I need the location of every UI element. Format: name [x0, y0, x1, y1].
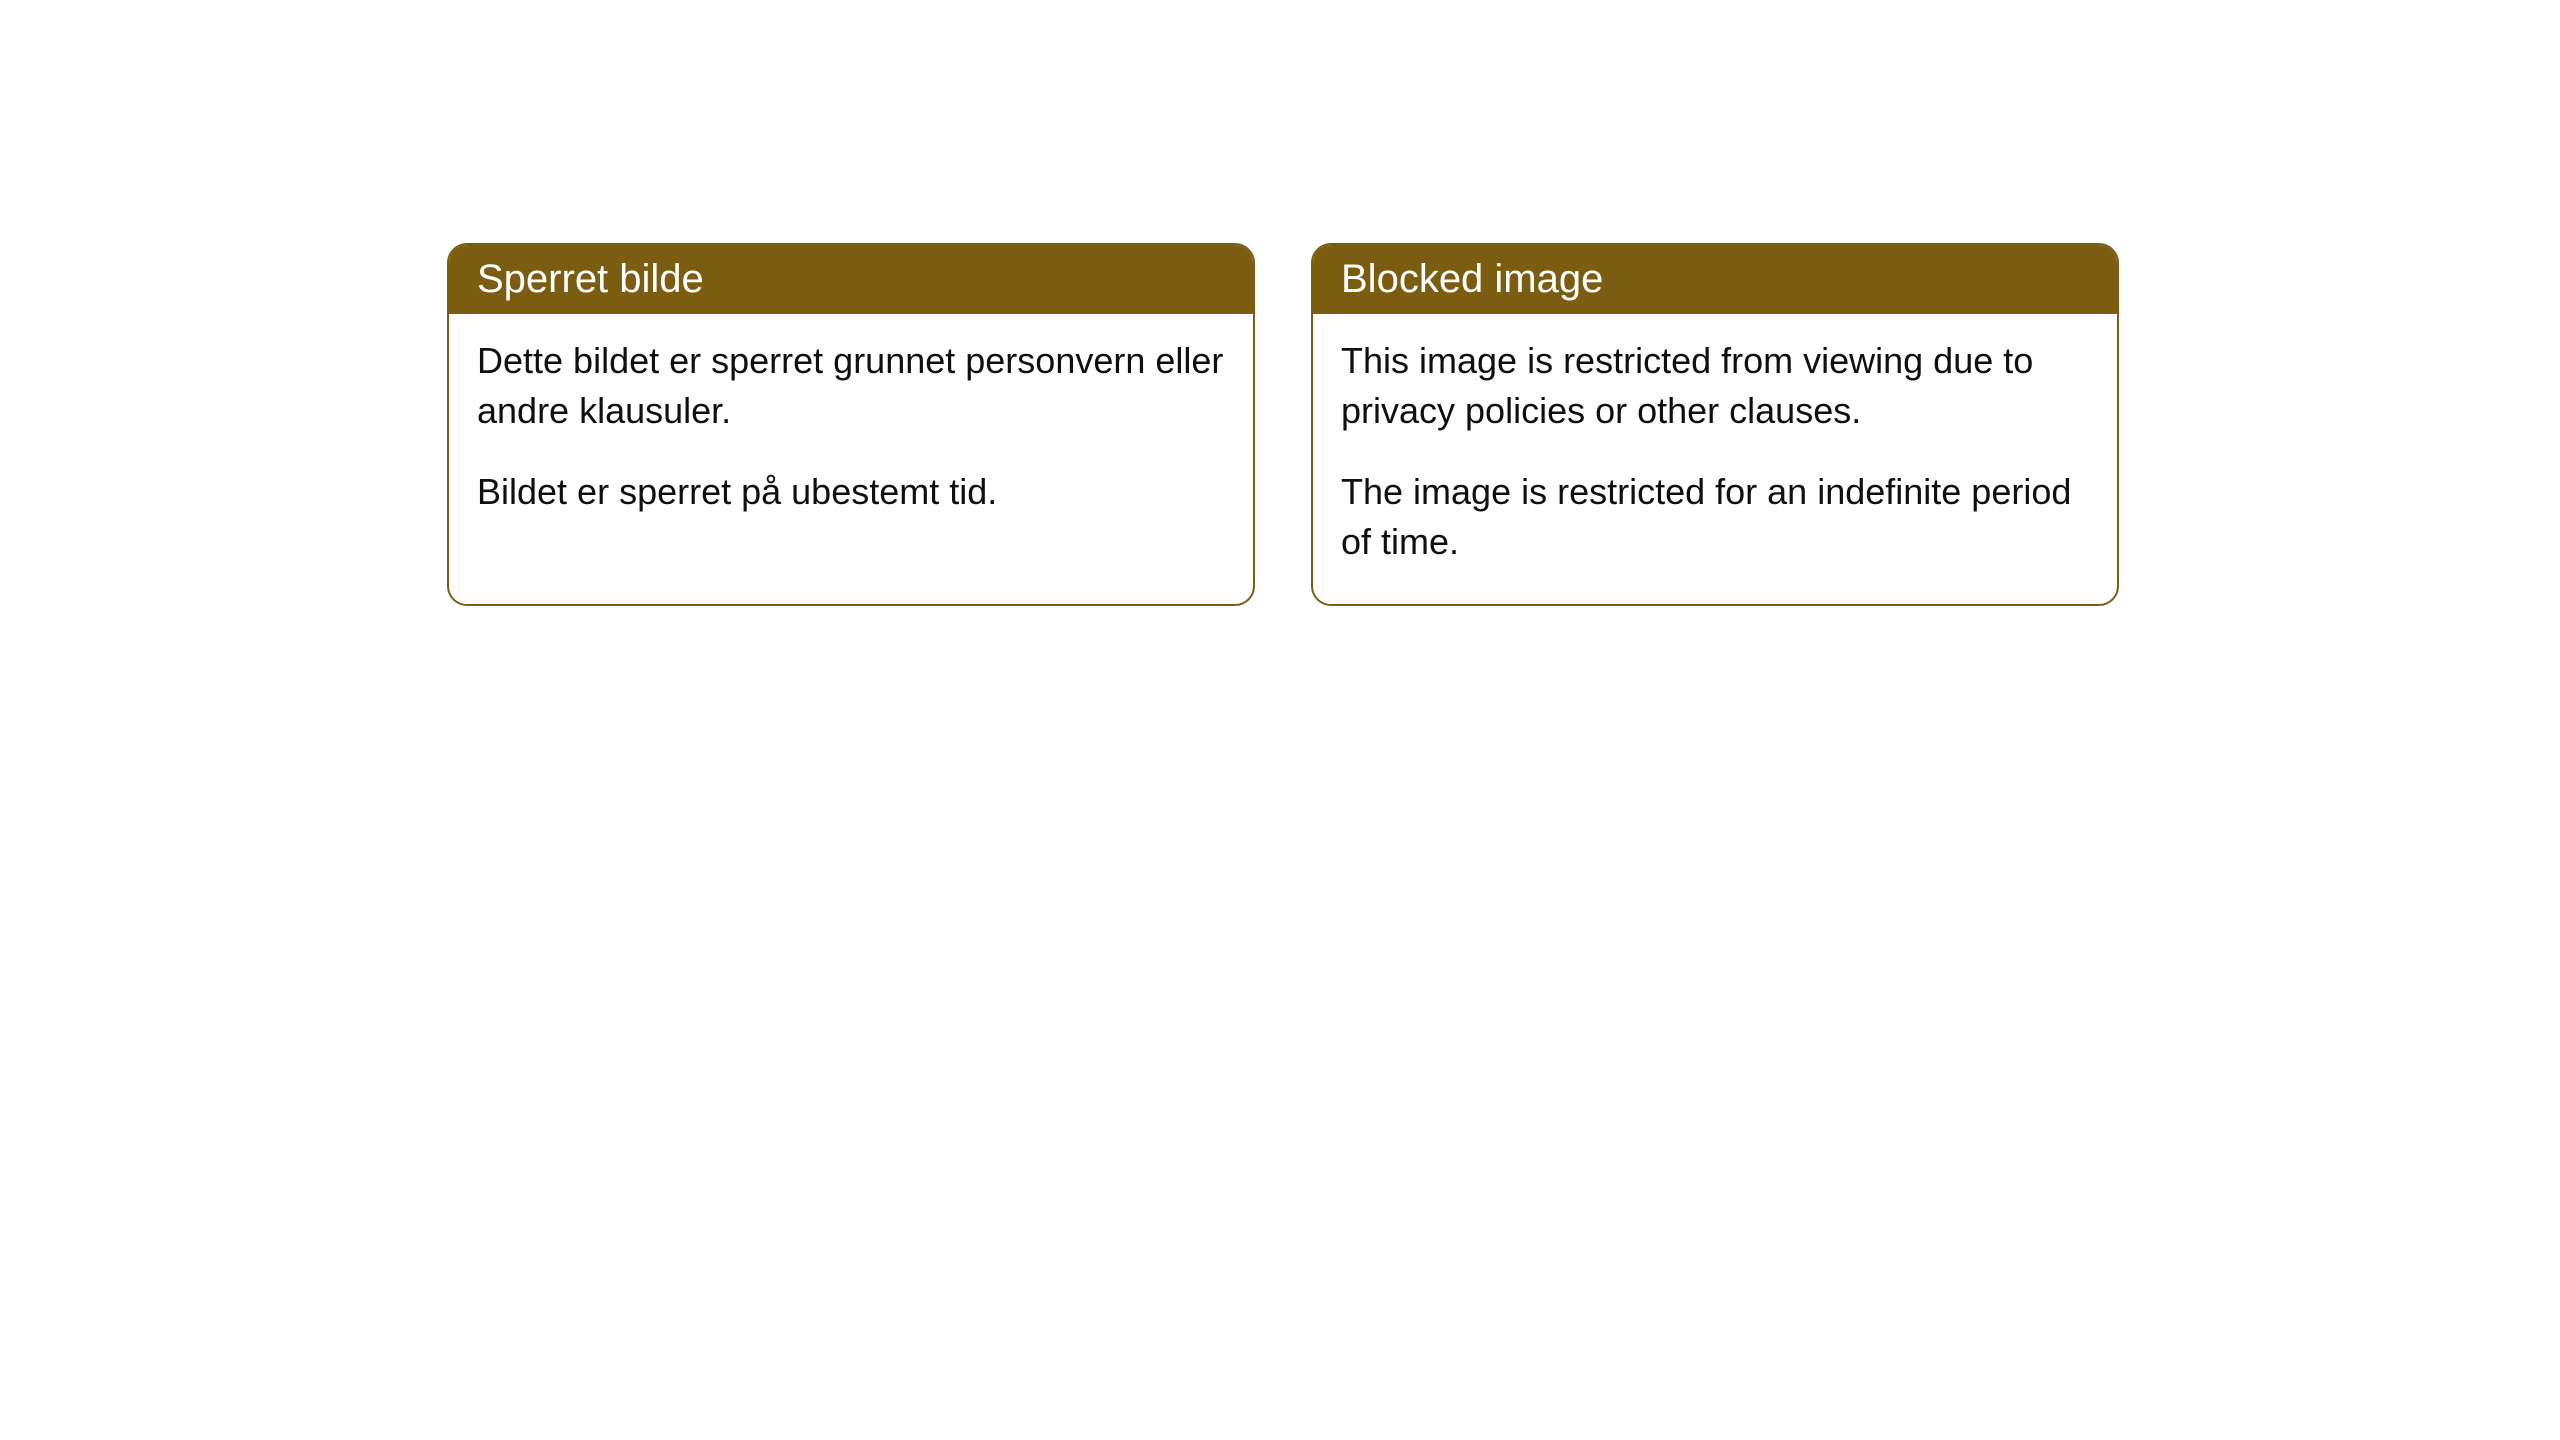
card-body: Dette bildet er sperret grunnet personve…	[449, 314, 1253, 553]
card-header: Blocked image	[1313, 245, 2117, 314]
notice-card-norwegian: Sperret bilde Dette bildet er sperret gr…	[447, 243, 1255, 606]
card-title: Blocked image	[1341, 257, 1603, 301]
card-paragraph: Bildet er sperret på ubestemt tid.	[477, 467, 1225, 517]
card-title: Sperret bilde	[477, 257, 704, 301]
card-body: This image is restricted from viewing du…	[1313, 314, 2117, 604]
notice-card-english: Blocked image This image is restricted f…	[1311, 243, 2119, 606]
card-paragraph: This image is restricted from viewing du…	[1341, 336, 2089, 437]
card-header: Sperret bilde	[449, 245, 1253, 314]
notice-container: Sperret bilde Dette bildet er sperret gr…	[0, 0, 2560, 606]
card-paragraph: The image is restricted for an indefinit…	[1341, 467, 2089, 568]
card-paragraph: Dette bildet er sperret grunnet personve…	[477, 336, 1225, 437]
